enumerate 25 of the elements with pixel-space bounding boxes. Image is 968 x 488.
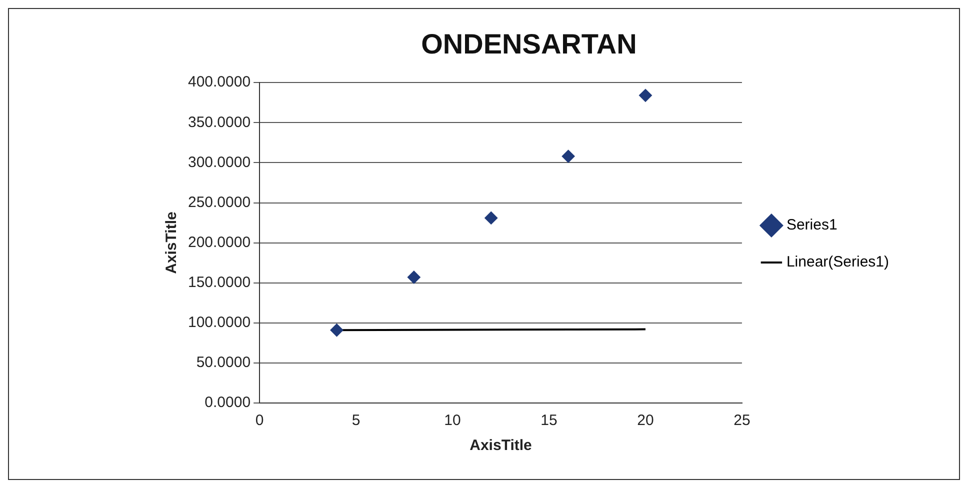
y-tick-label: 100.0000 [188, 314, 251, 332]
y-tick-label: 200.0000 [188, 234, 251, 251]
y-tick-label: 150.0000 [188, 274, 251, 291]
legend-label: Series1 [786, 216, 838, 234]
chart-title: ONDENSARTAN [421, 28, 637, 60]
point [638, 88, 652, 102]
y-tick-label: 300.0000 [188, 154, 251, 171]
y-tick-label: 350.0000 [188, 114, 251, 131]
x-tick-label: 10 [444, 412, 461, 430]
y-tick-label: 250.0000 [188, 194, 251, 211]
x-tick-label: 0 [255, 412, 264, 430]
point [407, 270, 420, 284]
y-tick-label: 400.0000 [188, 74, 251, 91]
x-tick-label: 15 [540, 412, 558, 430]
y-tick-label: 0.0000 [204, 394, 251, 412]
x-tick-label: 5 [352, 412, 360, 430]
point [484, 211, 498, 224]
point [330, 324, 344, 337]
point [562, 150, 575, 163]
x-axis-title: AxisTitle [470, 437, 532, 454]
legend-label: Linear(Series1) [786, 254, 890, 271]
x-tick-label: 20 [637, 412, 654, 430]
y-tick-label: 50.0000 [196, 354, 251, 372]
x-tick-label: 25 [734, 412, 750, 430]
y-axis-title: AxisTitle [163, 212, 180, 274]
